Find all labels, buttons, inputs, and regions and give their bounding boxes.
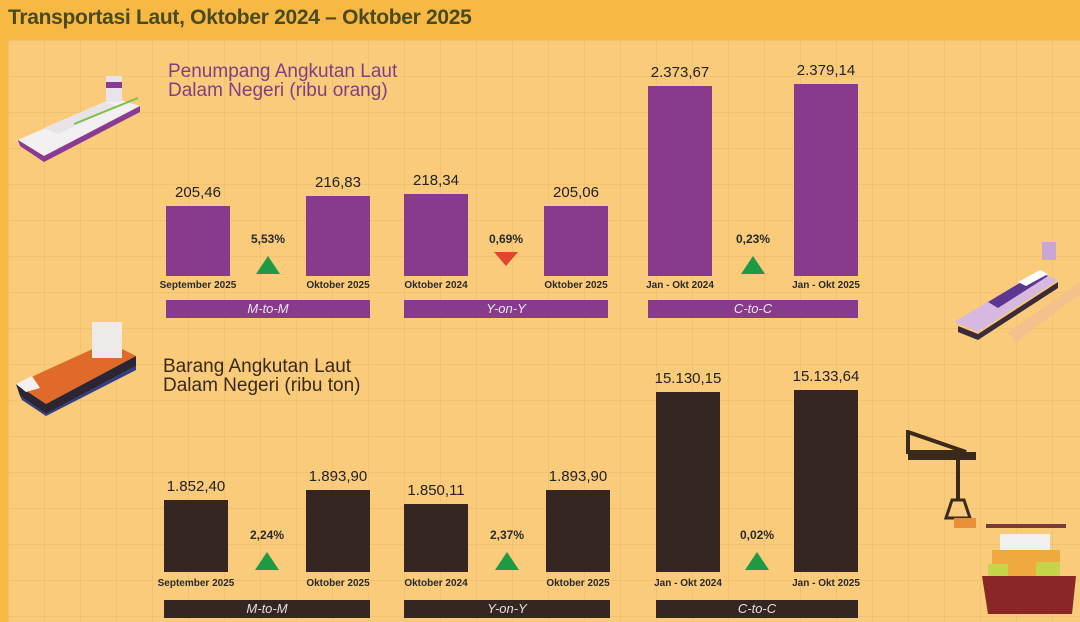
category-label: Oktober 2025 bbox=[306, 280, 370, 291]
comparison-type-band: M-to-M bbox=[166, 300, 370, 318]
comparison-type-band: C-to-C bbox=[656, 600, 858, 618]
bar-value-label: 205,46 bbox=[175, 184, 221, 201]
bar-value-label: 1.850,11 bbox=[407, 482, 465, 499]
change-percent-label: 0,23% bbox=[735, 232, 771, 246]
category-label: September 2025 bbox=[157, 578, 235, 589]
bar bbox=[306, 196, 370, 276]
change-percent-label: 0,02% bbox=[739, 528, 775, 542]
bar bbox=[404, 194, 468, 276]
bar-value-label: 15.133,64 bbox=[792, 368, 860, 385]
bar-value-label: 216,83 bbox=[315, 174, 361, 191]
bar bbox=[546, 490, 610, 572]
category-label: Jan - Okt 2024 bbox=[646, 280, 714, 291]
bar bbox=[306, 490, 370, 572]
category-label: Jan - Okt 2024 bbox=[654, 578, 722, 589]
category-label: Jan - Okt 2025 bbox=[792, 280, 860, 291]
bar bbox=[656, 392, 720, 572]
crane-container-ship-icon bbox=[906, 430, 1076, 614]
category-label: Oktober 2025 bbox=[546, 578, 610, 589]
bar bbox=[166, 206, 230, 276]
category-label: Oktober 2025 bbox=[544, 280, 608, 291]
passenger-title-line-2: Dalam Negeri (ribu orang) bbox=[168, 80, 388, 101]
bar bbox=[164, 500, 228, 572]
bar-value-label: 2.379,14 bbox=[796, 62, 856, 79]
triangle-up-icon bbox=[495, 552, 519, 570]
cargo-tanker-icon bbox=[16, 322, 136, 416]
bar-value-label: 218,34 bbox=[413, 172, 459, 189]
passenger-section-title: Penumpang Angkutan Laut Dalam Negeri (ri… bbox=[168, 62, 397, 100]
category-label: Oktober 2024 bbox=[404, 280, 468, 291]
bar-value-label: 1.852,40 bbox=[166, 478, 226, 495]
goods-section-title: Barang Angkutan Laut Dalam Negeri (ribu … bbox=[163, 357, 360, 395]
triangle-up-icon bbox=[256, 256, 280, 274]
change-percent-label: 2,37% bbox=[489, 528, 525, 542]
comparison-type-band: M-to-M bbox=[164, 600, 370, 618]
category-label: Oktober 2024 bbox=[404, 578, 468, 589]
change-percent-label: 0,69% bbox=[488, 232, 524, 246]
comparison-type-band: Y-on-Y bbox=[404, 300, 608, 318]
comparison-type-band: Y-on-Y bbox=[404, 600, 610, 618]
category-label: Jan - Okt 2025 bbox=[792, 578, 860, 589]
bar-value-label: 2.373,67 bbox=[650, 64, 710, 81]
bar bbox=[544, 206, 608, 276]
bar-value-label: 1.893,90 bbox=[308, 468, 368, 485]
goods-title-line-1: Barang Angkutan Laut bbox=[163, 356, 352, 377]
passenger-title-line-1: Penumpang Angkutan Laut bbox=[168, 61, 398, 82]
comparison-type-band: C-to-C bbox=[648, 300, 858, 318]
triangle-up-icon bbox=[745, 552, 769, 570]
bar bbox=[404, 504, 468, 572]
bar bbox=[794, 84, 858, 276]
triangle-down-icon bbox=[494, 252, 518, 266]
bar bbox=[648, 86, 712, 276]
change-percent-label: 5,53% bbox=[250, 232, 286, 246]
category-label: September 2025 bbox=[159, 280, 237, 291]
page-title: Transportasi Laut, Oktober 2024 – Oktobe… bbox=[8, 6, 472, 29]
triangle-up-icon bbox=[255, 552, 279, 570]
passenger-ship-icon bbox=[18, 76, 140, 162]
bar bbox=[794, 390, 858, 572]
goods-title-line-2: Dalam Negeri (ribu ton) bbox=[163, 375, 361, 396]
bar-value-label: 15.130,15 bbox=[654, 370, 722, 387]
change-percent-label: 2,24% bbox=[249, 528, 285, 542]
category-label: Oktober 2025 bbox=[306, 578, 370, 589]
cruise-ship-pier-icon bbox=[954, 242, 1080, 342]
triangle-up-icon bbox=[741, 256, 765, 274]
bar-value-label: 1.893,90 bbox=[548, 468, 608, 485]
bar-value-label: 205,06 bbox=[553, 184, 599, 201]
